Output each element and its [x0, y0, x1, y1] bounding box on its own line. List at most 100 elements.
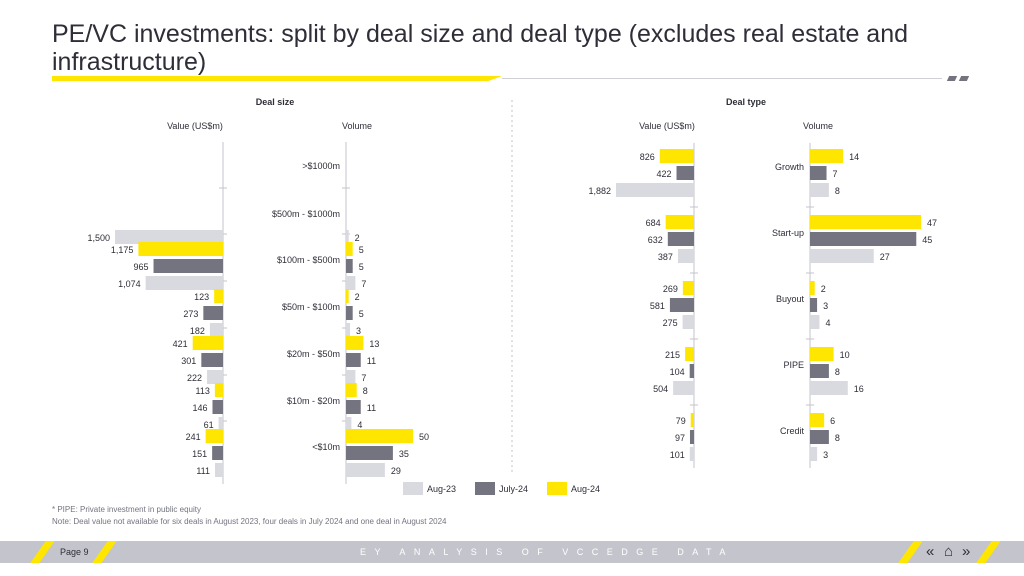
- footnote: * PIPE: Private investment in public equ…: [52, 505, 201, 514]
- legend-label: Aug-23: [427, 484, 456, 494]
- volume-bar: [810, 364, 829, 378]
- value-bar: [677, 249, 694, 263]
- volume-data-label: 4: [357, 420, 362, 430]
- value-data-label: 61: [204, 420, 214, 430]
- volume-bar: [346, 323, 351, 337]
- footer-caption: EY ANALYSIS OF VCCEDGE DATA: [360, 547, 734, 557]
- volume-bar: [810, 381, 848, 395]
- value-data-label: 632: [648, 235, 663, 245]
- volume-data-label: 8: [835, 367, 840, 377]
- value-bar: [682, 315, 694, 329]
- value-data-label: 1,074: [118, 279, 141, 289]
- volume-bar: [346, 259, 353, 273]
- value-bar: [669, 298, 694, 312]
- value-bar: [214, 383, 223, 397]
- volume-bar: [346, 370, 356, 384]
- value-data-label: 104: [670, 367, 685, 377]
- volume-data-label: 3: [823, 301, 828, 311]
- next-page-icon[interactable]: »: [962, 543, 971, 560]
- value-bar: [192, 336, 223, 350]
- volume-bar: [346, 242, 353, 256]
- title-rule: [52, 76, 970, 81]
- value-data-label: 151: [192, 449, 207, 459]
- volume-data-label: 7: [361, 373, 366, 383]
- volume-data-label: 11: [367, 356, 376, 366]
- value-bar: [145, 276, 223, 290]
- volume-data-label: 47: [927, 218, 937, 228]
- value-bar: [205, 429, 223, 443]
- footer-accent: [30, 541, 55, 563]
- volume-bar: [346, 417, 352, 431]
- value-bar: [673, 381, 694, 395]
- panel-title: Deal size: [256, 97, 295, 107]
- value-bar: [207, 370, 223, 384]
- value-bar: [214, 289, 223, 303]
- footer-accent: [92, 541, 117, 563]
- value-data-label: 504: [653, 384, 668, 394]
- value-data-label: 421: [173, 339, 188, 349]
- page-title: PE/VC investments: split by deal size an…: [52, 20, 909, 76]
- value-bar: [659, 149, 694, 163]
- volume-data-label: 8: [363, 386, 368, 396]
- value-bar: [690, 413, 694, 427]
- volume-bar: [810, 347, 834, 361]
- category-label: $50m - $100m: [282, 302, 340, 312]
- volume-data-label: 8: [835, 186, 840, 196]
- volume-data-label: 27: [880, 252, 890, 262]
- volume-data-label: 2: [821, 284, 826, 294]
- volume-bar: [346, 353, 361, 367]
- volume-data-label: 6: [830, 416, 835, 426]
- volume-data-label: 5: [359, 245, 364, 255]
- volume-axis-title: Volume: [342, 121, 372, 131]
- volume-data-label: 16: [854, 384, 864, 394]
- volume-data-label: 35: [399, 449, 409, 459]
- value-data-label: 581: [650, 301, 665, 311]
- volume-data-label: 50: [419, 432, 429, 442]
- value-bar: [201, 353, 223, 367]
- value-data-label: 111: [196, 466, 210, 476]
- previous-page-icon[interactable]: «: [926, 543, 935, 560]
- volume-data-label: 8: [835, 433, 840, 443]
- volume-data-label: 29: [391, 466, 401, 476]
- volume-bar: [810, 281, 815, 295]
- value-bar: [616, 183, 694, 197]
- value-axis-title: Value (US$m): [639, 121, 695, 131]
- value-data-label: 301: [181, 356, 196, 366]
- volume-data-label: 10: [840, 350, 850, 360]
- footer-accent: [898, 541, 923, 563]
- category-label: Start-up: [772, 228, 804, 238]
- volume-bar: [346, 383, 357, 397]
- volume-bar: [810, 413, 825, 427]
- value-data-label: 241: [186, 432, 201, 442]
- value-data-label: 684: [646, 218, 661, 228]
- volume-bar: [346, 446, 393, 460]
- volume-bar: [810, 215, 921, 229]
- volume-bar: [810, 298, 818, 312]
- value-bar: [212, 446, 223, 460]
- value-bar: [115, 230, 223, 244]
- panel-title: Deal type: [726, 97, 766, 107]
- value-data-label: 123: [194, 292, 209, 302]
- value-bar: [138, 242, 223, 256]
- value-data-label: 387: [658, 252, 673, 262]
- category-label: Growth: [775, 162, 804, 172]
- value-data-label: 146: [192, 403, 207, 413]
- legend-swatch: [403, 482, 423, 495]
- volume-bar: [346, 306, 353, 320]
- volume-bar: [346, 289, 349, 303]
- category-label: Buyout: [776, 294, 805, 304]
- footer-bar: Page 9 EY ANALYSIS OF VCCEDGE DATA « ⌂ »: [0, 541, 1024, 563]
- volume-bar: [810, 430, 829, 444]
- value-data-label: 422: [656, 169, 671, 179]
- volume-data-label: 7: [361, 279, 366, 289]
- volume-data-label: 4: [825, 318, 830, 328]
- volume-bar: [810, 166, 827, 180]
- home-icon[interactable]: ⌂: [944, 543, 954, 560]
- value-bar: [689, 447, 694, 461]
- category-label: <$10m: [312, 442, 340, 452]
- volume-data-label: 5: [359, 309, 364, 319]
- value-bar: [209, 323, 223, 337]
- volume-data-label: 2: [355, 233, 360, 243]
- value-bar: [685, 347, 694, 361]
- category-label: $100m - $500m: [277, 255, 340, 265]
